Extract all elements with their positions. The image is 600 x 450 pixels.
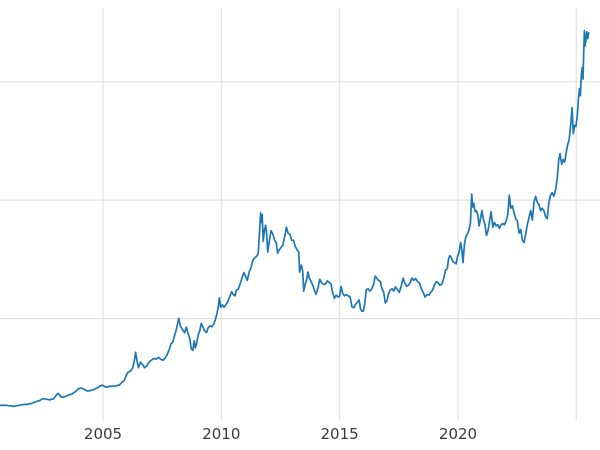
- x-tick-label: 2020: [439, 425, 477, 443]
- x-tick-label: 2010: [202, 425, 240, 443]
- price-line: [0, 29, 590, 408]
- x-tick-label: 2015: [321, 425, 359, 443]
- x-tick-label: 2005: [84, 425, 122, 443]
